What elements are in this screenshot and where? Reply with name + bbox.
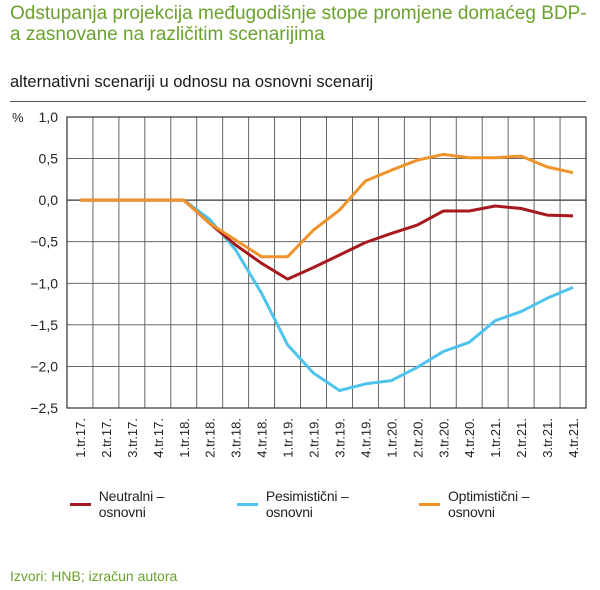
y-tick-label: −1,5 bbox=[30, 317, 58, 333]
x-tick-label: 2.tr.21. bbox=[514, 418, 529, 458]
header-divider bbox=[10, 101, 586, 102]
legend-swatch-pessimistic bbox=[237, 502, 258, 506]
x-tick-label: 1.tr.20. bbox=[384, 418, 399, 458]
y-tick-label: 0,5 bbox=[39, 151, 59, 167]
x-tick-label: 4.tr.18. bbox=[255, 418, 270, 458]
source-note: Izvori: HNB; izračun autora bbox=[10, 568, 178, 584]
legend: Neutralni – osnovni Pesimistični – osnov… bbox=[70, 488, 600, 520]
x-tick-label: 1.tr.21. bbox=[488, 418, 503, 458]
y-tick-label: −2,0 bbox=[30, 358, 58, 374]
x-tick-label: 3.tr.18. bbox=[229, 418, 244, 458]
x-tick-label: 2.tr.18. bbox=[203, 418, 218, 458]
x-tick-label: 2.tr.19. bbox=[307, 418, 322, 458]
x-tick-label: 4.tr.21. bbox=[566, 418, 581, 458]
x-tick-label: 2.tr.17. bbox=[99, 418, 114, 458]
plot-border bbox=[66, 116, 587, 409]
y-tick-label: −0,5 bbox=[30, 234, 58, 250]
x-tick-label: 3.tr.20. bbox=[436, 418, 451, 458]
x-tick-label: 2.tr.20. bbox=[410, 418, 425, 458]
x-tick-label: 1.tr.18. bbox=[177, 418, 192, 458]
x-tick-label: 3.tr.21. bbox=[540, 418, 555, 458]
grid bbox=[66, 116, 587, 409]
chart-title: Odstupanja projekcija međugodišnje stope… bbox=[10, 3, 587, 45]
line-chart: 1,0 0,5 0,0 −0,5 −1,0 −1,5 −2,0 −2,5 1.tr.17. 2.… bbox=[12, 109, 587, 458]
x-axis-ticks: 1.tr.17. 2.tr.17. 3.tr.17. 4.tr.17. 1.tr.18.… bbox=[73, 418, 581, 458]
series-line-optimistic bbox=[80, 152, 574, 259]
x-tick-label: 4.tr.19. bbox=[358, 418, 373, 458]
legend-label-optimistic: Optimistični – osnovni bbox=[447, 488, 530, 520]
legend-item-neutral: Neutralni – osnovni bbox=[70, 488, 199, 520]
x-tick-label: 3.tr.17. bbox=[125, 418, 140, 458]
x-tick-label: 1.tr.17. bbox=[73, 418, 88, 458]
y-tick-label: 1,0 bbox=[39, 109, 59, 125]
x-tick-label: 1.tr.19. bbox=[281, 418, 296, 458]
y-axis-ticks: 1,0 0,5 0,0 −0,5 −1,0 −1,5 −2,0 −2,5 bbox=[30, 109, 58, 416]
legend-label-neutral: Neutralni – osnovni bbox=[98, 488, 165, 520]
y-tick-label: −1,0 bbox=[30, 275, 58, 291]
chart-subtitle: alternativni scenariji u odnosu na osnov… bbox=[10, 73, 374, 91]
legend-item-optimistic: Optimistični – osnovni bbox=[419, 488, 562, 520]
legend-swatch-neutral bbox=[70, 502, 91, 506]
x-tick-label: 4.tr.20. bbox=[462, 418, 477, 458]
x-tick-label: 3.tr.19. bbox=[332, 418, 347, 458]
legend-label-pessimistic: Pesimistični – osnovni bbox=[265, 488, 349, 520]
y-tick-label: 0,0 bbox=[39, 192, 59, 208]
x-tick-label: 4.tr.17. bbox=[151, 418, 166, 458]
y-axis-unit-label: % bbox=[12, 110, 24, 125]
legend-item-pessimistic: Pesimistični – osnovni bbox=[237, 488, 381, 520]
legend-swatch-optimistic bbox=[419, 502, 440, 506]
series-lines bbox=[80, 152, 574, 392]
y-tick-label: −2,5 bbox=[30, 400, 58, 416]
